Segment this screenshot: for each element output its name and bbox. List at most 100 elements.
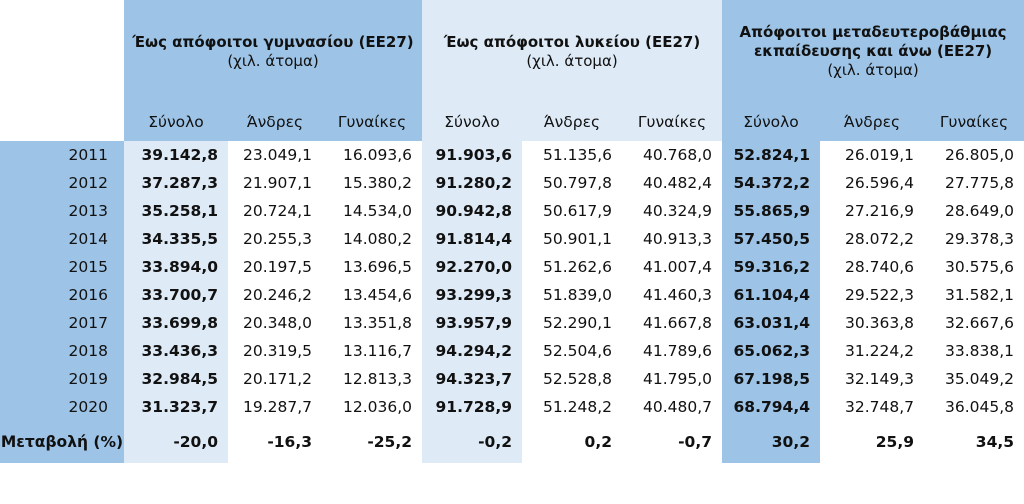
table-row: 2014 34.335,5 20.255,3 14.080,2 91.814,4 50.9… <box>0 225 1024 253</box>
corner-cell <box>0 103 124 141</box>
value-cell: 40.324,9 <box>622 197 723 225</box>
value-cell: 23.049,1 <box>228 141 322 169</box>
value-cell: 33.436,3 <box>124 337 228 365</box>
value-cell: 91.280,2 <box>422 169 523 197</box>
change-row: Μεταβολή (%) -20,0 -16,3 -25,2 -0,2 0,2 -0,7 30… <box>0 421 1024 463</box>
value-cell: 65.062,3 <box>722 337 821 365</box>
value-cell: 29.522,3 <box>820 281 925 309</box>
value-cell: 20.246,2 <box>228 281 322 309</box>
column-header: Άνδρες <box>820 103 925 141</box>
table-row: 2017 33.699,8 20.348,0 13.351,8 93.957,9 52.2… <box>0 309 1024 337</box>
value-cell: 26.596,4 <box>820 169 925 197</box>
column-header: Άνδρες <box>228 103 322 141</box>
group-header-lower-secondary: Έως απόφοιτοι γυμνασίου (ΕΕ27) (χιλ. άτο… <box>124 0 423 103</box>
value-cell: 41.667,8 <box>622 309 723 337</box>
value-cell: 92.270,0 <box>422 253 523 281</box>
value-cell: 28.740,6 <box>820 253 925 281</box>
value-cell: 94.323,7 <box>422 365 523 393</box>
value-cell: 39.142,8 <box>124 141 228 169</box>
value-cell: 37.287,3 <box>124 169 228 197</box>
value-cell: 13.696,5 <box>322 253 423 281</box>
column-header: Γυναίκες <box>322 103 423 141</box>
value-cell: 35.258,1 <box>124 197 228 225</box>
table-row: 2019 32.984,5 20.171,2 12.813,3 94.323,7 52.5… <box>0 365 1024 393</box>
value-cell: 28.072,2 <box>820 225 925 253</box>
value-cell: 33.894,0 <box>124 253 228 281</box>
table-row: 2013 35.258,1 20.724,1 14.534,0 90.942,8 50.6… <box>0 197 1024 225</box>
value-cell: 67.198,5 <box>722 365 821 393</box>
year-cell: 2017 <box>0 309 124 337</box>
value-cell: 51.262,6 <box>522 253 623 281</box>
year-cell: 2012 <box>0 169 124 197</box>
year-cell: 2018 <box>0 337 124 365</box>
change-value-cell: -20,0 <box>124 421 228 463</box>
value-cell: 33.838,1 <box>924 337 1024 365</box>
value-cell: 52.528,8 <box>522 365 623 393</box>
value-cell: 33.699,8 <box>124 309 228 337</box>
value-cell: 31.323,7 <box>124 393 228 421</box>
value-cell: 29.378,3 <box>924 225 1024 253</box>
table-row: 2016 33.700,7 20.246,2 13.454,6 93.299,3 51.8… <box>0 281 1024 309</box>
value-cell: 40.913,3 <box>622 225 723 253</box>
value-cell: 50.617,9 <box>522 197 623 225</box>
value-cell: 32.667,6 <box>924 309 1024 337</box>
year-cell: 2016 <box>0 281 124 309</box>
value-cell: 16.093,6 <box>322 141 423 169</box>
value-cell: 50.901,1 <box>522 225 623 253</box>
corner-cell <box>0 0 124 103</box>
value-cell: 41.460,3 <box>622 281 723 309</box>
column-header: Γυναίκες <box>622 103 723 141</box>
value-cell: 54.372,2 <box>722 169 821 197</box>
value-cell: 41.789,6 <box>622 337 723 365</box>
value-cell: 40.482,4 <box>622 169 723 197</box>
value-cell: 61.104,4 <box>722 281 821 309</box>
value-cell: 20.319,5 <box>228 337 322 365</box>
table-row: 2012 37.287,3 21.907,1 15.380,2 91.280,2 50.7… <box>0 169 1024 197</box>
year-cell: 2013 <box>0 197 124 225</box>
value-cell: 15.380,2 <box>322 169 423 197</box>
value-cell: 30.363,8 <box>820 309 925 337</box>
column-header: Σύνολο <box>124 103 228 141</box>
change-value-cell: -25,2 <box>322 421 423 463</box>
group-header-post-secondary: Απόφοιτοι μεταδευτεροβάθμιας εκπαίδευσης… <box>722 0 1024 103</box>
value-cell: 14.080,2 <box>322 225 423 253</box>
change-label: Μεταβολή (%) <box>0 421 124 463</box>
column-header: Άνδρες <box>522 103 623 141</box>
value-cell: 91.728,9 <box>422 393 523 421</box>
value-cell: 40.768,0 <box>622 141 723 169</box>
value-cell: 33.700,7 <box>124 281 228 309</box>
group-title: Απόφοιτοι μεταδευτεροβάθμιας εκπαίδευσης… <box>739 23 1007 60</box>
value-cell: 13.116,7 <box>322 337 423 365</box>
group-unit: (χιλ. άτομα) <box>526 51 618 70</box>
change-value-cell: -0,7 <box>622 421 723 463</box>
column-header: Γυναίκες <box>924 103 1024 141</box>
value-cell: 34.335,5 <box>124 225 228 253</box>
value-cell: 31.582,1 <box>924 281 1024 309</box>
value-cell: 91.903,6 <box>422 141 523 169</box>
year-cell: 2011 <box>0 141 124 169</box>
value-cell: 30.575,6 <box>924 253 1024 281</box>
year-cell: 2019 <box>0 365 124 393</box>
value-cell: 20.197,5 <box>228 253 322 281</box>
value-cell: 52.504,6 <box>522 337 623 365</box>
group-unit: (χιλ. άτομα) <box>827 61 919 79</box>
value-cell: 90.942,8 <box>422 197 523 225</box>
value-cell: 19.287,7 <box>228 393 322 421</box>
column-header: Σύνολο <box>722 103 821 141</box>
education-table: Έως απόφοιτοι γυμνασίου (ΕΕ27) (χιλ. άτο… <box>0 0 1024 463</box>
value-cell: 27.775,8 <box>924 169 1024 197</box>
table-row: 2011 39.142,8 23.049,1 16.093,6 91.903,6 51.1… <box>0 141 1024 169</box>
value-cell: 14.534,0 <box>322 197 423 225</box>
value-cell: 21.907,1 <box>228 169 322 197</box>
change-value-cell: 0,2 <box>522 421 623 463</box>
value-cell: 27.216,9 <box>820 197 925 225</box>
value-cell: 57.450,5 <box>722 225 821 253</box>
table-row: 2015 33.894,0 20.197,5 13.696,5 92.270,0 51.2… <box>0 253 1024 281</box>
value-cell: 93.957,9 <box>422 309 523 337</box>
value-cell: 26.019,1 <box>820 141 925 169</box>
value-cell: 52.824,1 <box>722 141 821 169</box>
group-title: Έως απόφοιτοι γυμνασίου (ΕΕ27) <box>132 32 414 51</box>
column-header: Σύνολο <box>422 103 523 141</box>
group-title: Έως απόφοιτοι λυκείου (ΕΕ27) <box>443 32 701 51</box>
value-cell: 63.031,4 <box>722 309 821 337</box>
